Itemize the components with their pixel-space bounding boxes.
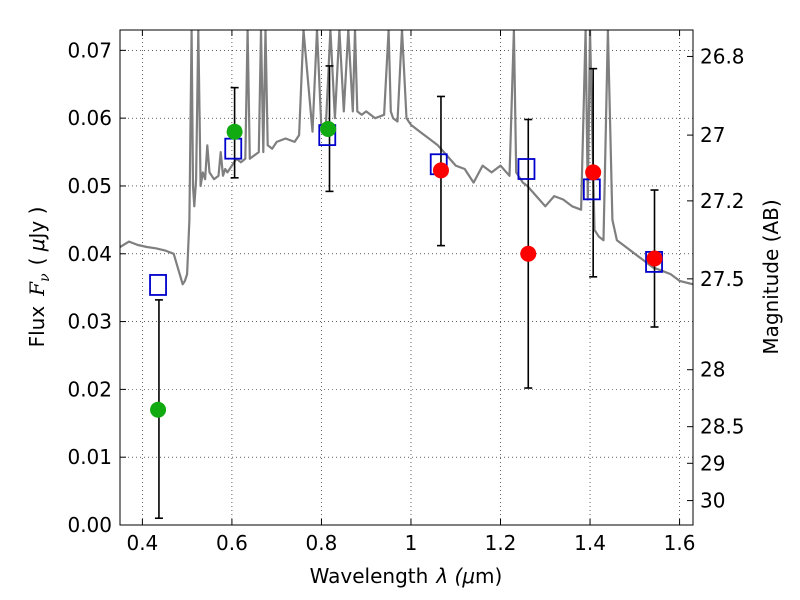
model-photometry-point <box>517 158 536 180</box>
x-axis-title: Wavelength λ (μm) <box>310 564 503 588</box>
y2-tick-label: 29 <box>700 451 725 475</box>
observed-point <box>432 162 449 179</box>
y2-tick-label: 27 <box>700 123 725 147</box>
model-photometry-point <box>149 274 167 296</box>
y-axis-title: FluxFν( μJy ) <box>25 207 53 348</box>
observed-point <box>320 121 337 137</box>
y2-tick-label: 27.2 <box>700 189 745 213</box>
y-tick-label: 0.03 <box>67 310 112 334</box>
plot-data <box>120 30 693 520</box>
y-tick-label: 0.04 <box>67 242 112 266</box>
x-tick-label: 1.2 <box>485 531 517 555</box>
y-tick-label: 0.05 <box>67 174 112 198</box>
model-photometry-point <box>582 178 601 201</box>
observed-point <box>646 250 663 267</box>
y-tick-label: 0.07 <box>67 38 112 62</box>
plot-frame <box>119 29 694 526</box>
model-photometry-point <box>224 137 243 160</box>
y2-tick-label: 28.5 <box>700 415 745 439</box>
x-tick-label: 1.6 <box>664 531 696 555</box>
grid-lines <box>120 30 693 526</box>
y2-tick-label: 30 <box>700 489 725 513</box>
y2-tick-label: 27.5 <box>700 267 745 291</box>
x-tick-label: 1.4 <box>574 531 606 555</box>
y2-tick-label: 28 <box>700 358 725 382</box>
y-tick-label: 0.01 <box>67 445 112 469</box>
y2-tick-label: 26.8 <box>700 44 745 68</box>
axis-ticks: 0.4 0.6 0.8 1 1.2 1.4 1.6 0.00 0.01 0.02 0.03 0.04 0… <box>67 30 745 555</box>
observed-point <box>585 164 602 181</box>
y2-axis-title: Magnitude (AB) <box>759 199 783 354</box>
observed-point <box>226 123 243 140</box>
y-tick-label: 0.00 <box>67 513 112 537</box>
observed-point <box>520 245 537 262</box>
x-tick-label: 0.8 <box>306 531 338 555</box>
y-tick-label: 0.06 <box>67 106 112 130</box>
x-tick-label: 1 <box>405 531 418 555</box>
x-tick-label: 0.6 <box>216 531 248 555</box>
model-spectrum-line <box>120 30 693 286</box>
y-tick-label: 0.02 <box>67 377 112 401</box>
observed-point <box>150 401 167 418</box>
x-tick-label: 0.4 <box>126 531 158 555</box>
